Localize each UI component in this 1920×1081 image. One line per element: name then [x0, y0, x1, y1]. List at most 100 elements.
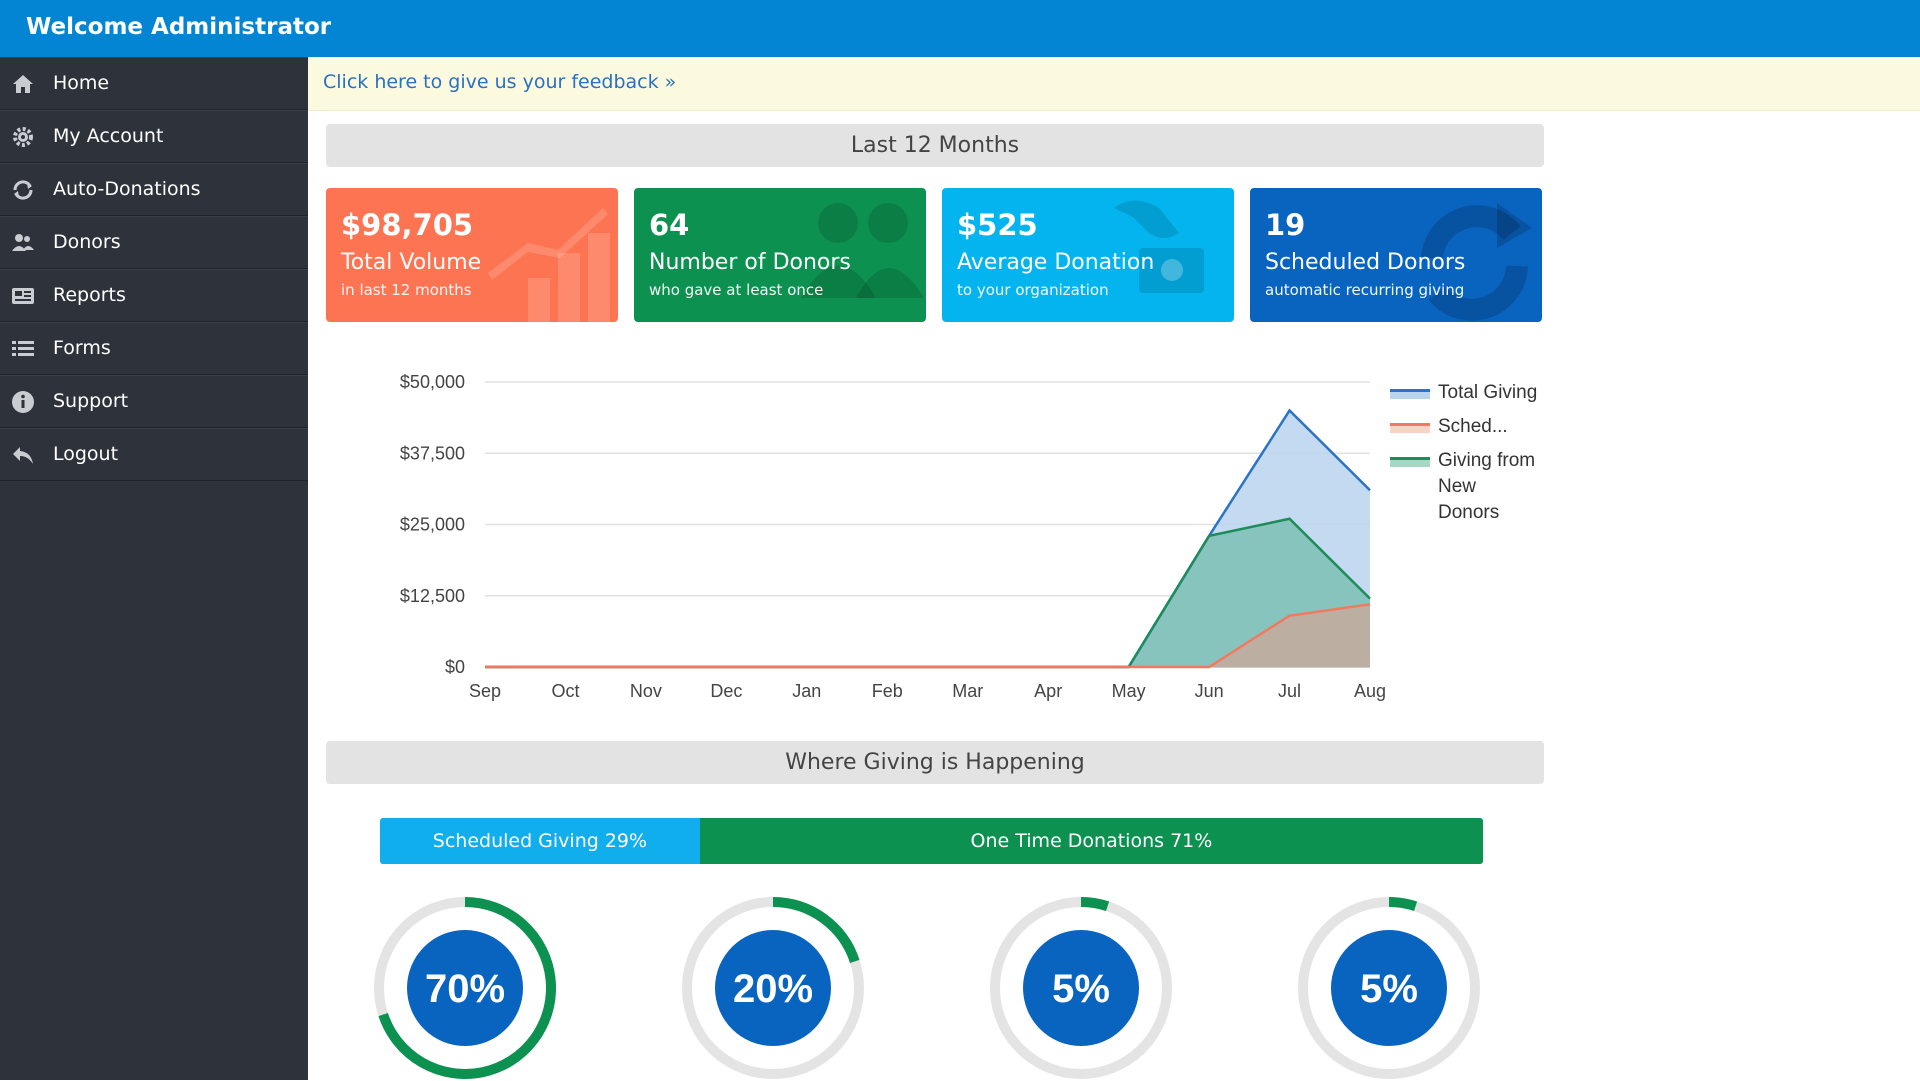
- donut-center: [407, 930, 523, 1046]
- donut-percent-label: 5%: [1052, 967, 1110, 1011]
- x-tick-label: Apr: [1034, 681, 1062, 701]
- sidebar-item-label: Forms: [53, 337, 111, 359]
- sidebar-item-support[interactable]: Support: [0, 375, 308, 428]
- donut-gauge: 20%: [682, 897, 864, 1079]
- gear-icon: [10, 124, 36, 150]
- stat-subtitle: to your organization: [957, 281, 1109, 299]
- y-tick-label: $0: [445, 657, 465, 677]
- x-tick-label: Jun: [1195, 681, 1224, 701]
- refresh-icon: [10, 177, 36, 203]
- sidebar-item-my-account[interactable]: My Account: [0, 110, 308, 163]
- sidebar-item-label: Logout: [53, 443, 119, 465]
- legend-swatch: [1390, 389, 1430, 399]
- stat-value: 64: [649, 208, 690, 242]
- x-tick-label: Nov: [630, 681, 662, 701]
- home-icon: [10, 71, 36, 97]
- stat-card-average-donation: $525 Average Donation to your organizati…: [942, 188, 1234, 322]
- stat-label: Number of Donors: [649, 250, 851, 275]
- donut-progress-arc: [772, 897, 860, 964]
- series-line: [485, 603, 1371, 669]
- x-tick-label: Sep: [469, 681, 501, 701]
- bar-chart-icon: [488, 208, 610, 322]
- stat-card-number-of-donors: 64 Number of Donors who gave at least on…: [634, 188, 926, 322]
- donut-center: [1331, 930, 1447, 1046]
- series-area: [485, 518, 1370, 667]
- x-tick-label: Dec: [710, 681, 742, 701]
- series-area: [485, 604, 1370, 667]
- donut-progress-arc: [378, 897, 556, 1079]
- legend-entry-scheduled[interactable]: Sched...: [1390, 414, 1540, 440]
- stat-label: Total Volume: [341, 250, 482, 275]
- donut-gauge: 5%: [1298, 897, 1480, 1079]
- section-header-where-giving: Where Giving is Happening: [326, 741, 1544, 784]
- y-tick-label: $12,500: [400, 586, 465, 606]
- sidebar-item-label: My Account: [53, 125, 164, 147]
- donut-percent-label: 70%: [425, 967, 505, 1011]
- stat-label: Scheduled Donors: [1265, 250, 1466, 275]
- y-tick-label: $37,500: [400, 443, 465, 463]
- info-icon: [10, 389, 36, 415]
- feedback-bar: Click here to give us your feedback »: [308, 57, 1920, 111]
- donut-percent-label: 5%: [1360, 967, 1418, 1011]
- reply-icon: [10, 442, 36, 468]
- donut-center: [1023, 930, 1139, 1046]
- x-tick-label: Aug: [1354, 681, 1386, 701]
- stat-card-scheduled-donors: 19 Scheduled Donors automatic recurring …: [1250, 188, 1542, 322]
- sidebar: Home My Account Auto-Donations Donors Re…: [0, 57, 308, 1080]
- users-icon: [10, 230, 36, 256]
- sidebar-item-label: Support: [53, 390, 129, 412]
- sidebar-item-home[interactable]: Home: [0, 57, 308, 110]
- one-time-donations-segment[interactable]: One Time Donations 71%: [699, 818, 1483, 864]
- welcome-title: Welcome Administrator: [26, 14, 332, 40]
- feedback-link[interactable]: Click here to give us your feedback »: [323, 71, 677, 93]
- stat-card-total-volume: $98,705 Total Volume in last 12 months: [326, 188, 618, 322]
- donut-progress-arc: [1080, 897, 1110, 912]
- sidebar-item-auto-donations[interactable]: Auto-Donations: [0, 163, 308, 216]
- sidebar-item-donors[interactable]: Donors: [0, 216, 308, 269]
- sidebar-item-forms[interactable]: Forms: [0, 322, 308, 375]
- legend-entry-total-giving[interactable]: Total Giving: [1390, 380, 1540, 406]
- sidebar-item-label: Home: [53, 72, 110, 94]
- x-tick-label: Jan: [792, 681, 821, 701]
- chart-legend: Total Giving Sched... Giving from New Do…: [1390, 380, 1540, 534]
- donut-progress-arc: [1388, 897, 1418, 912]
- x-tick-label: Oct: [551, 681, 579, 701]
- sidebar-item-label: Auto-Donations: [53, 178, 201, 200]
- legend-label: Giving from New Donors: [1438, 450, 1536, 523]
- users-icon: [801, 203, 924, 298]
- donut-percent-label: 20%: [733, 967, 813, 1011]
- legend-label: Sched...: [1438, 416, 1508, 437]
- donut-gauge: 70%: [374, 897, 556, 1079]
- sidebar-item-logout[interactable]: Logout: [0, 428, 308, 481]
- stat-subtitle: automatic recurring giving: [1265, 281, 1465, 299]
- legend-swatch: [1390, 457, 1430, 467]
- stat-label: Average Donation: [957, 250, 1155, 275]
- refresh-icon: [1421, 203, 1532, 321]
- donation-hand-icon: [1114, 200, 1204, 293]
- sidebar-item-label: Reports: [53, 284, 126, 306]
- y-tick-label: $25,000: [400, 515, 465, 535]
- legend-swatch: [1390, 423, 1430, 433]
- list-icon: [10, 336, 36, 362]
- x-tick-label: Mar: [952, 681, 983, 701]
- stat-value: $98,705: [341, 208, 474, 242]
- x-tick-label: Feb: [872, 681, 903, 701]
- reports-icon: [10, 283, 36, 309]
- stat-subtitle: who gave at least once: [649, 281, 824, 299]
- sidebar-item-label: Donors: [53, 231, 121, 253]
- sidebar-item-reports[interactable]: Reports: [0, 269, 308, 322]
- scheduled-giving-segment[interactable]: Scheduled Giving 29%: [380, 818, 700, 864]
- donut-gauge: 5%: [990, 897, 1172, 1079]
- section-header-last-12-months: Last 12 Months: [326, 124, 1544, 167]
- stat-value: 19: [1265, 208, 1306, 242]
- stat-subtitle: in last 12 months: [341, 281, 472, 299]
- x-tick-label: May: [1112, 681, 1146, 701]
- giving-split-bar: Scheduled Giving 29% One Time Donations …: [380, 818, 1483, 864]
- legend-entry-new-donors[interactable]: Giving from New Donors: [1390, 448, 1540, 526]
- donut-center: [715, 930, 831, 1046]
- x-tick-label: Jul: [1278, 681, 1301, 701]
- y-tick-label: $50,000: [400, 372, 465, 392]
- legend-label: Total Giving: [1438, 382, 1538, 403]
- top-bar: Welcome Administrator: [0, 0, 1920, 57]
